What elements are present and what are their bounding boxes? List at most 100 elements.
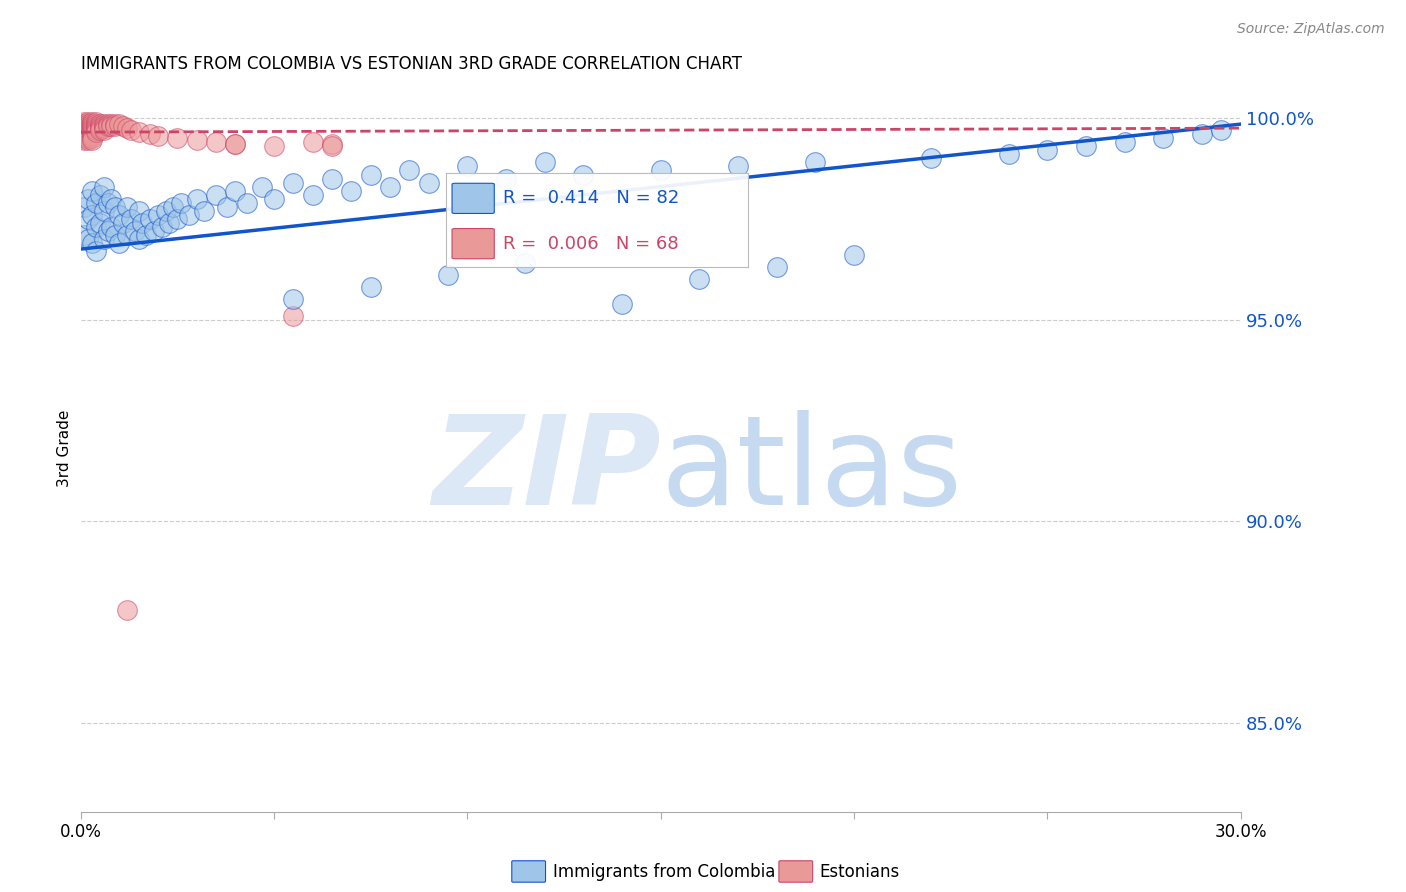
Point [82, 235, 104, 250]
Point [205, 135, 228, 149]
Point [128, 232, 150, 246]
Point [170, 195, 193, 210]
Point [82, 184, 104, 198]
Point [97, 119, 120, 133]
Point [77, 133, 100, 147]
Point [82, 121, 104, 136]
Point [77, 211, 100, 226]
Point [166, 211, 188, 226]
Text: IMMIGRANTS FROM COLOMBIA VS ESTONIAN 3RD GRADE CORRELATION CHART: IMMIGRANTS FROM COLOMBIA VS ESTONIAN 3RD… [80, 55, 741, 73]
Point [166, 131, 188, 145]
Point [150, 219, 173, 234]
Point [73, 200, 96, 214]
Point [82, 131, 104, 145]
Point [1036, 144, 1059, 158]
Point [301, 187, 323, 202]
Point [77, 123, 100, 137]
Point [360, 168, 382, 182]
Point [77, 117, 100, 131]
Point [73, 121, 96, 136]
Point [162, 200, 184, 214]
Point [159, 216, 181, 230]
Point [804, 155, 827, 169]
Point [1152, 131, 1174, 145]
Point [82, 127, 104, 141]
Point [84, 123, 107, 137]
Point [82, 133, 104, 147]
Point [104, 117, 127, 131]
Point [321, 171, 343, 186]
Point [84, 195, 107, 210]
Point [84, 121, 107, 136]
Point [84, 244, 107, 259]
Point [610, 296, 633, 310]
Point [120, 123, 142, 137]
Point [93, 203, 115, 218]
Point [688, 272, 710, 286]
Point [321, 137, 343, 152]
Point [193, 203, 215, 218]
Point [131, 216, 153, 230]
Point [217, 200, 239, 214]
Point [128, 125, 150, 139]
Point [205, 187, 228, 202]
Point [89, 121, 111, 136]
Point [186, 133, 208, 147]
Point [73, 227, 96, 242]
Point [115, 227, 138, 242]
Point [77, 192, 100, 206]
Point [108, 117, 131, 131]
Point [572, 168, 595, 182]
Point [456, 160, 478, 174]
Point [89, 187, 111, 202]
Point [177, 208, 200, 222]
Point [124, 224, 146, 238]
Point [283, 309, 305, 323]
Point [115, 121, 138, 136]
Point [108, 208, 131, 222]
Point [252, 179, 274, 194]
Text: atlas: atlas [661, 410, 963, 531]
Point [89, 216, 111, 230]
Point [97, 224, 120, 238]
Point [301, 135, 323, 149]
Point [224, 137, 246, 152]
Point [77, 127, 100, 141]
Point [82, 117, 104, 131]
Point [1191, 127, 1213, 141]
Point [100, 192, 122, 206]
Point [82, 119, 104, 133]
Point [73, 129, 96, 144]
Point [112, 119, 135, 133]
Point [100, 119, 122, 133]
Point [97, 195, 120, 210]
Point [93, 232, 115, 246]
Point [115, 603, 138, 617]
Point [97, 117, 120, 131]
Y-axis label: 3rd Grade: 3rd Grade [58, 410, 72, 487]
Point [418, 176, 440, 190]
Point [93, 121, 115, 136]
Point [93, 179, 115, 194]
Point [93, 123, 115, 137]
Point [128, 203, 150, 218]
Point [73, 131, 96, 145]
Point [82, 208, 104, 222]
Point [93, 119, 115, 133]
Point [283, 293, 305, 307]
Point [139, 211, 162, 226]
Point [82, 129, 104, 144]
Point [89, 123, 111, 137]
Point [997, 147, 1019, 161]
Point [321, 139, 343, 153]
Point [82, 115, 104, 129]
Point [224, 137, 246, 152]
Point [155, 203, 177, 218]
Point [1114, 135, 1136, 149]
Point [120, 211, 142, 226]
Point [77, 131, 100, 145]
Point [89, 117, 111, 131]
Text: ZIP: ZIP [432, 410, 661, 531]
Point [84, 119, 107, 133]
Text: Source: ZipAtlas.com: Source: ZipAtlas.com [1237, 22, 1385, 37]
